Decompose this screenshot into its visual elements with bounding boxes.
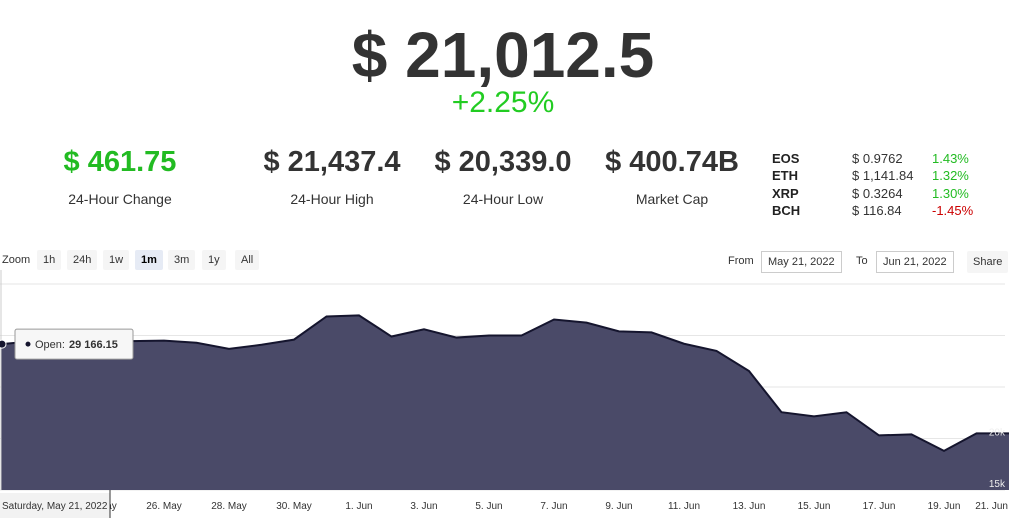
coin-symbol: EOS	[772, 151, 800, 166]
x-tick-label: 7. Jun	[540, 501, 567, 512]
x-tick-label: 17. Jun	[863, 501, 896, 512]
coin-price: $ 1,141.84	[852, 168, 914, 183]
y-tick-label: 15k	[989, 479, 1006, 490]
stat-value: $ 461.75	[63, 146, 177, 178]
zoom-label: Zoom	[2, 254, 31, 266]
tooltip-text: Open: 29 166.15	[35, 339, 118, 351]
price-change: +2.25%	[451, 86, 555, 119]
tooltip-box	[14, 328, 134, 360]
stat-label: 24-Hour Change	[68, 191, 172, 207]
line	[1, 314, 1009, 452]
crosshair-date: Saturday, May 21, 2022	[2, 501, 108, 512]
zoom-button[interactable]: 1y	[202, 250, 226, 270]
share-button[interactable]: Share	[967, 251, 1009, 273]
x-tick-label: 19. Jun	[928, 501, 961, 512]
stat-label: Market Cap	[635, 191, 709, 207]
coin-price: $ 0.3264	[852, 186, 903, 201]
stat-value: $ 400.74B	[605, 146, 739, 178]
x-tick-label: 11. Jun	[668, 501, 700, 512]
x-tick-label: 1. Jun	[345, 501, 372, 512]
coin-symbol: BCH	[772, 203, 801, 218]
coin-price: $ 0.9762	[852, 151, 903, 166]
y-tick-label: 20k	[989, 428, 1006, 439]
zoom-button[interactable]: 24h	[67, 250, 98, 270]
x-tick-label: 21. Jun	[975, 501, 1008, 512]
x-tick-label: 3. Jun	[410, 501, 437, 512]
price: $ 21,012.5	[351, 19, 655, 91]
crosshair-label-box	[0, 493, 110, 518]
x-tick-label: 13. Jun	[733, 501, 766, 512]
stat-value: $ 20,339.0	[434, 146, 572, 178]
tooltip-value: 29 166.15	[69, 339, 118, 351]
x-tick-label: 30. May	[276, 501, 312, 512]
coin-change: 1.30%	[932, 186, 969, 201]
zoom-button[interactable]: 1h	[37, 250, 62, 270]
coin-symbol: ETH	[772, 168, 798, 183]
from-label: From	[728, 255, 754, 267]
x-tick-label: 28. May	[211, 501, 247, 512]
x-tick-label: 26. May	[146, 501, 182, 512]
stat-label: 24-Hour High	[290, 191, 374, 207]
tooltip-dot	[25, 341, 31, 347]
hover-marker	[0, 339, 7, 349]
coin-change: -1.45%	[932, 203, 974, 218]
coin-price: $ 116.84	[852, 203, 902, 218]
zoom-button[interactable]: 3m	[168, 250, 196, 270]
to-label: To	[856, 255, 868, 267]
x-tick-label: 5. Jun	[475, 501, 502, 512]
x-tick-label: 15. Jun	[798, 501, 831, 512]
tooltip-label: Open:	[35, 339, 65, 351]
area	[1, 315, 1009, 490]
x-tick-label: 9. Jun	[605, 501, 632, 512]
coin-symbol: XRP	[772, 186, 799, 201]
stat-label: 24-Hour Low	[462, 191, 544, 207]
zoom-button[interactable]: 1m	[135, 250, 163, 270]
from-input[interactable]: May 21, 2022	[761, 251, 842, 273]
coin-change: 1.32%	[932, 168, 969, 183]
stat-value: $ 21,437.4	[263, 146, 401, 178]
zoom-button[interactable]: 1w	[103, 250, 130, 270]
coin-change: 1.43%	[932, 151, 969, 166]
zoom-button[interactable]: All	[235, 250, 260, 270]
to-input[interactable]: Jun 21, 2022	[876, 251, 954, 273]
